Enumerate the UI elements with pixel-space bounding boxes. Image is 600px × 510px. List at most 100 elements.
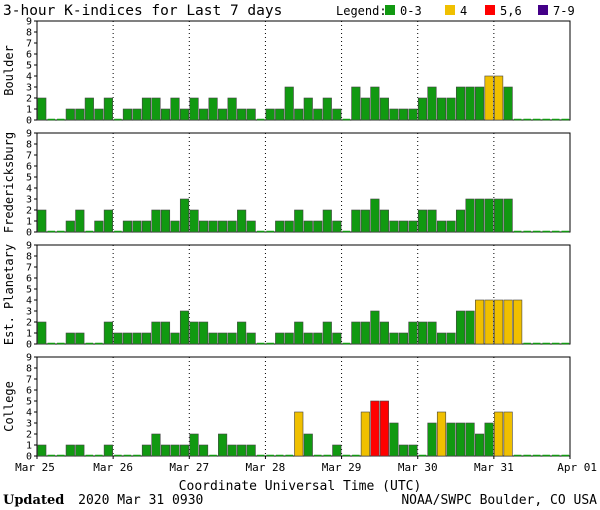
k-index-bar [446, 422, 456, 457]
k-index-bar [218, 108, 228, 121]
k-index-bar [360, 321, 370, 345]
k-index-bar [408, 220, 418, 233]
x-tick-label: Mar 27 [169, 461, 209, 474]
x-tick-label: Mar 26 [93, 461, 133, 474]
y-tick-label: 3 [26, 83, 32, 94]
k-index-bar [75, 108, 85, 121]
k-index-bar [455, 209, 466, 233]
k-index-bar [75, 444, 85, 457]
panel-label: Fredericksburg [2, 132, 16, 233]
k-index-bar [237, 209, 247, 233]
k-index-bar [227, 332, 237, 345]
k-index-bar [303, 433, 313, 457]
panel-label: Boulder [2, 45, 16, 96]
k-index-bar [284, 332, 294, 345]
k-index-bar [475, 299, 485, 345]
k-index-bar [275, 332, 285, 345]
y-tick-label: 9 [26, 353, 32, 364]
k-index-bar [503, 86, 513, 121]
k-index-bar [189, 209, 199, 233]
k-index-bar [503, 299, 513, 345]
y-tick-label: 8 [26, 28, 32, 39]
panel-label: College [2, 381, 16, 432]
k-index-bar [484, 299, 494, 345]
panel-frame [36, 132, 571, 233]
y-tick-label: 1 [26, 105, 32, 116]
k-index-bar [132, 220, 142, 233]
y-tick-label: 5 [26, 397, 32, 408]
y-tick-label: 8 [26, 252, 32, 263]
k-index-bar [170, 97, 180, 121]
k-index-bar [294, 321, 304, 345]
y-tick-label: 2 [26, 430, 32, 441]
source-credit: NOAA/SWPC Boulder, CO USA [401, 493, 597, 508]
k-index-bar [513, 299, 523, 345]
k-index-bar [494, 75, 504, 121]
y-tick-label: 9 [26, 129, 32, 140]
k-index-bar [199, 220, 209, 233]
k-index-bar [246, 332, 256, 345]
k-index-bar [179, 198, 190, 233]
y-tick-label: 1 [26, 329, 32, 340]
k-index-bar [265, 108, 275, 121]
k-index-bar [275, 220, 285, 233]
k-index-bar [303, 97, 313, 121]
k-index-bar [436, 97, 447, 121]
k-index-bar [208, 97, 218, 121]
panel-frame [36, 20, 571, 121]
k-index-bar [113, 332, 123, 345]
y-tick-label: 3 [26, 195, 32, 206]
k-index-bar [351, 86, 361, 121]
k-index-bar [284, 220, 294, 233]
x-tick-label: Mar 31 [474, 461, 514, 474]
y-tick-label: 0 [26, 452, 32, 463]
y-tick-label: 0 [26, 340, 32, 351]
k-index-bar [37, 97, 47, 121]
x-tick-label: Mar 28 [246, 461, 286, 474]
k-index-bar [208, 332, 218, 345]
k-index-bar [351, 321, 361, 345]
k-index-bar [94, 108, 104, 121]
k-index-bar [218, 332, 228, 345]
k-index-bar [122, 220, 132, 233]
y-tick-label: 2 [26, 206, 32, 217]
k-index-bar [436, 332, 447, 345]
k-index-bar [465, 422, 475, 457]
k-index-bar [65, 108, 75, 121]
k-index-bar [94, 220, 104, 233]
k-index-bar [227, 444, 237, 457]
chart-title: 3-hour K-indices for Last 7 days [3, 3, 282, 19]
y-tick-label: 8 [26, 364, 32, 375]
k-index-bar [465, 310, 475, 345]
k-index-bar [408, 444, 418, 457]
k-index-bar [103, 444, 113, 457]
k-index-bar [503, 411, 513, 457]
k-index-bar [360, 97, 370, 121]
k-index-bar [417, 97, 428, 121]
x-axis: Mar 25 Mar 26 Mar 27 Mar 28 Mar 29 Mar 30 Mar … [15, 456, 597, 474]
y-tick-label: 6 [26, 386, 32, 397]
k-index-bar [132, 108, 142, 121]
panel-frame [36, 356, 571, 457]
k-index-bar [170, 220, 180, 233]
legend-entry-label: 7-9 [553, 4, 575, 18]
legend-title: Legend: [336, 4, 387, 18]
k-index-bar [455, 422, 466, 457]
k-index-bar [379, 97, 389, 121]
k-index-bar [65, 220, 75, 233]
k-index-bar [332, 220, 342, 233]
k-index-bar [179, 108, 190, 121]
legend-swatch [538, 5, 548, 15]
k-index-bar [465, 198, 475, 233]
k-index-bar [132, 332, 142, 345]
x-tick-label: Mar 30 [398, 461, 438, 474]
k-index-bar [189, 433, 199, 457]
k-index-bar [103, 209, 113, 233]
k-index-bar [427, 321, 437, 345]
k-index-bar [322, 321, 332, 345]
k-index-bar [160, 108, 171, 121]
